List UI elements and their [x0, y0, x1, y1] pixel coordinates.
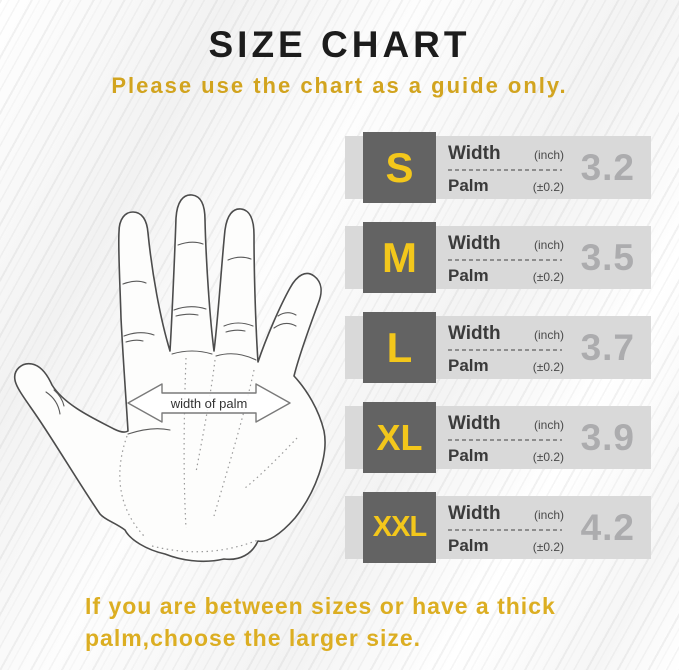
size-badge: S: [363, 132, 436, 203]
size-row-l: L Width (inch) Palm (±0.2) 3.7: [345, 312, 651, 383]
row-labels: Width (inch) Palm (±0.2): [448, 233, 564, 286]
width-unit-label: (inch): [533, 328, 564, 342]
size-value: 3.9: [580, 416, 635, 458]
hand-illustration: width of palm: [13, 194, 326, 562]
palm-tolerance-label: (±0.2): [532, 540, 564, 554]
bottom-note: If you are between sizes or have a thick…: [85, 590, 645, 654]
size-badge: M: [363, 222, 436, 293]
palm-width-arrow-label: width of palm: [170, 396, 248, 411]
palm-label: Palm: [448, 446, 489, 465]
size-row-m: M Width (inch) Palm (±0.2) 3.5: [345, 222, 651, 293]
size-value: 3.7: [580, 326, 635, 368]
size-label: XL: [376, 416, 423, 458]
width-label: Width: [448, 233, 501, 254]
palm-label: Palm: [448, 536, 489, 555]
palm-label: Palm: [448, 266, 489, 285]
size-label: XXL: [372, 511, 427, 543]
size-badge: XXL: [363, 492, 436, 563]
palm-width-arrow: width of palm: [127, 383, 291, 423]
size-row-xl: XL Width (inch) Palm (±0.2) 3.9: [345, 402, 651, 473]
size-label: L: [386, 323, 413, 371]
size-value: 3.2: [580, 146, 635, 188]
size-row-s: S Width (inch) Palm (±0.2) 3.2: [345, 132, 651, 203]
palm-tolerance-label: (±0.2): [532, 270, 564, 284]
row-labels: Width (inch) Palm (±0.2): [448, 143, 564, 196]
size-label: M: [382, 233, 417, 281]
width-unit-label: (inch): [533, 508, 564, 522]
dashed-divider: [448, 529, 562, 531]
size-value: 3.5: [580, 236, 635, 278]
subtitle-guide-note: Please use the chart as a guide only.: [111, 73, 568, 98]
bottom-note-line1: If you are between sizes or have a thick: [85, 593, 556, 619]
palm-tolerance-label: (±0.2): [532, 450, 564, 464]
palm-label: Palm: [448, 176, 489, 195]
finger-creases: [45, 241, 297, 435]
palm-tolerance-label: (±0.2): [532, 180, 564, 194]
dashed-divider: [448, 349, 562, 351]
palm-tolerance-label: (±0.2): [532, 360, 564, 374]
hand-diagram: width of palm: [2, 188, 350, 588]
dashed-divider: [448, 439, 562, 441]
row-labels: Width (inch) Palm (±0.2): [448, 323, 564, 376]
row-labels: Width (inch) Palm (±0.2): [448, 413, 564, 466]
width-label: Width: [448, 503, 501, 524]
width-label: Width: [448, 143, 501, 164]
width-label: Width: [448, 323, 501, 344]
palm-label: Palm: [448, 356, 489, 375]
dashed-divider: [448, 259, 562, 261]
size-badge: XL: [363, 402, 436, 473]
bottom-note-line2: palm,choose the larger size.: [85, 625, 422, 652]
width-unit-label: (inch): [533, 148, 564, 162]
width-unit-label: (inch): [533, 418, 564, 432]
size-row-xxl: XXL Width (inch) Palm (±0.2) 4.2: [345, 492, 651, 563]
width-unit-label: (inch): [533, 238, 564, 252]
page-title: SIZE CHART: [208, 24, 471, 65]
hand-outline: [13, 194, 326, 562]
size-value: 4.2: [580, 506, 635, 548]
size-label: S: [385, 143, 414, 191]
size-table: S Width (inch) Palm (±0.2) 3.2 M: [345, 132, 651, 586]
size-badge: L: [363, 312, 436, 383]
width-label: Width: [448, 413, 501, 434]
row-labels: Width (inch) Palm (±0.2): [448, 503, 564, 556]
palm-lines-dotted: [119, 357, 298, 553]
dashed-divider: [448, 169, 562, 171]
